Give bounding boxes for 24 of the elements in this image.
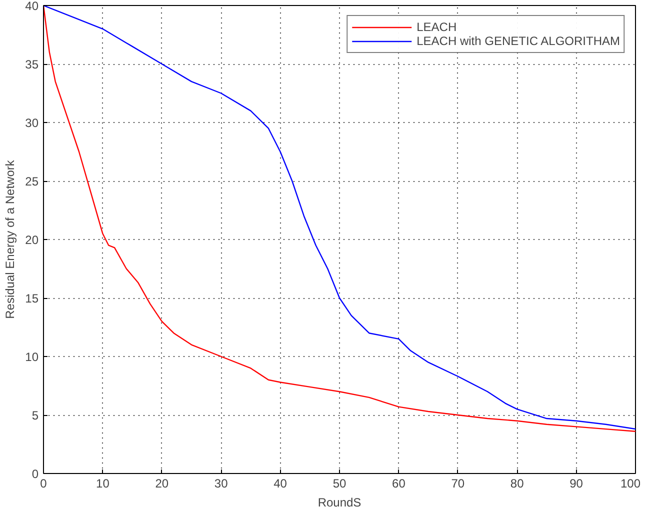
x-tick-label: 100 bbox=[620, 476, 641, 490]
x-tick-label: 0 bbox=[40, 476, 48, 490]
x-tick-label: 10 bbox=[96, 476, 110, 490]
y-tick-label: 35 bbox=[25, 58, 39, 72]
legend-label: LEACH with GENETIC ALGORITHAM bbox=[416, 34, 620, 48]
y-axis-title: Residual Energy of a Network bbox=[3, 159, 18, 319]
y-tick-label: 30 bbox=[25, 116, 39, 130]
y-tick-label: 5 bbox=[32, 408, 39, 422]
x-tick-label: 90 bbox=[570, 476, 584, 490]
x-tick-label: 80 bbox=[510, 476, 524, 490]
x-tick-label: 20 bbox=[155, 476, 169, 490]
x-axis-title: RoundS bbox=[318, 496, 362, 510]
y-tick-label: 20 bbox=[25, 233, 39, 247]
x-tick-label: 60 bbox=[392, 476, 406, 490]
y-tick-label: 40 bbox=[25, 0, 39, 13]
legend-label: LEACH bbox=[416, 20, 457, 34]
y-tick-label: 10 bbox=[25, 350, 39, 364]
x-tick-label: 70 bbox=[451, 476, 465, 490]
x-tick-label: 40 bbox=[274, 476, 288, 490]
y-tick-label: 15 bbox=[25, 292, 39, 306]
x-tick-label: 30 bbox=[214, 476, 228, 490]
y-tick-label: 0 bbox=[32, 467, 39, 481]
y-tick-label: 25 bbox=[25, 174, 39, 188]
x-tick-label: 50 bbox=[332, 476, 346, 490]
